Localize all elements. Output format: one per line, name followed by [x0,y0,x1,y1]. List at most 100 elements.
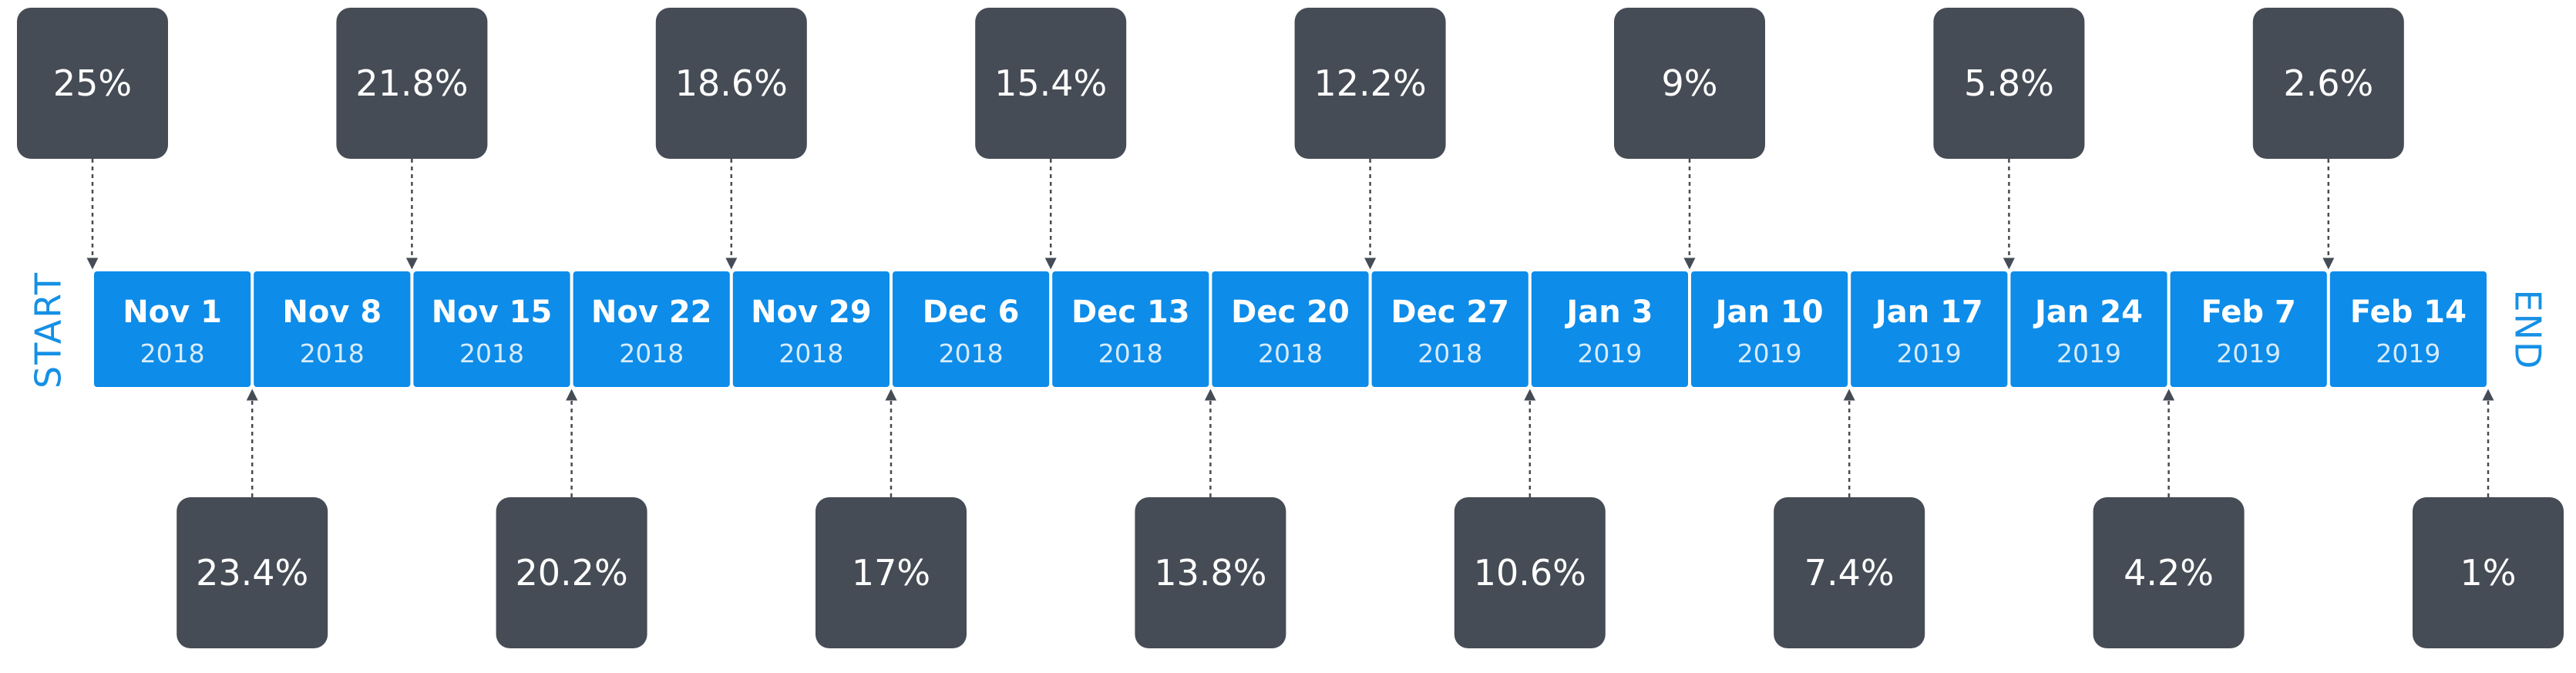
callout-value: 17% [852,552,930,594]
callout-value: 15.4% [994,62,1107,104]
segment-year: 2019 [2376,338,2440,368]
timeline-segment: Dec 6 2018 [893,271,1050,387]
callout-box [1294,8,1446,159]
callout-box [1933,8,2085,159]
callout-box [17,8,168,159]
segment-block [94,271,251,387]
segment-date: Dec 20 [1231,294,1350,330]
bottom-callout: 17% [816,497,967,648]
segment-date: Nov 8 [282,294,382,330]
segment-date: Nov 1 [123,294,222,330]
segment-date: Jan 10 [1713,294,1824,330]
segment-block [1531,271,1688,387]
callout-value: 25% [53,62,132,104]
start-label: START [28,271,69,389]
callout-value: 1% [2460,552,2517,594]
segment-block [573,271,730,387]
segment-block [254,271,411,387]
callout-value: 2.6% [2283,62,2373,104]
callout-box [177,497,328,648]
segment-year: 2018 [1258,338,1323,368]
timeline-segment: Dec 27 2018 [1371,271,1528,387]
segment-year: 2018 [779,338,843,368]
bottom-callout: 4.2% [2093,497,2245,648]
callout-value: 4.2% [2124,552,2214,594]
bottom-callout: 1% [2413,497,2564,648]
bottom-callout: 7.4% [1774,497,1925,648]
callout-value: 10.6% [1474,552,1586,594]
callout-box [336,8,488,159]
segment-year: 2018 [459,338,524,368]
segment-year: 2019 [2216,338,2281,368]
segment-block [1851,271,2008,387]
segment-date: Dec 27 [1391,294,1509,330]
segment-block [413,271,570,387]
top-callout: 9% [1614,8,1765,159]
callout-box [816,497,967,648]
timeline-segment: Feb 7 2019 [2170,271,2327,387]
callout-value: 5.8% [1964,62,2054,104]
segment-date: Jan 24 [2033,294,2143,330]
segment-date: Feb 14 [2350,294,2467,330]
segment-year: 2019 [1737,338,1802,368]
callout-box [975,8,1127,159]
callout-value: 21.8% [355,62,468,104]
callout-group: 25% 21.8% 18.6% 15.4% 12.2% 9% 5.8% 2.6% 23.4% 20… [17,8,2564,648]
timeline-segment: Dec 13 2018 [1052,271,1209,387]
segment-year: 2018 [939,338,1004,368]
segment-block [2010,271,2167,387]
timeline-segment: Dec 20 2018 [1212,271,1369,387]
timeline-segment: Jan 24 2019 [2010,271,2167,387]
segment-block [1691,271,1848,387]
segment-year: 2018 [1417,338,1482,368]
timeline-segment: Nov 1 2018 [94,271,251,387]
segment-block [1371,271,1528,387]
segment-date: Jan 3 [1564,294,1653,330]
segment-date: Feb 7 [2201,294,2296,330]
timeline-segment: Nov 29 2018 [732,271,889,387]
bottom-callout: 20.2% [496,497,647,648]
callout-value: 12.2% [1314,62,1427,104]
bottom-callout: 13.8% [1135,497,1286,648]
callout-value: 9% [1662,62,1718,104]
callout-value: 23.4% [196,552,308,594]
top-callout: 25% [17,8,168,159]
top-callout: 18.6% [655,8,807,159]
timeline-segment: Nov 15 2018 [413,271,570,387]
segment-year: 2019 [1577,338,1642,368]
segment-date: Dec 13 [1071,294,1190,330]
end-label: END [2507,290,2549,371]
bottom-callout: 23.4% [177,497,328,648]
segment-year: 2019 [2056,338,2121,368]
callout-box [1614,8,1765,159]
callout-value: 18.6% [675,62,788,104]
segment-year: 2018 [300,338,365,368]
top-callout: 15.4% [975,8,1127,159]
segment-block [1212,271,1369,387]
top-callout: 21.8% [336,8,488,159]
timeline-segment: Jan 3 2019 [1531,271,1688,387]
segment-year: 2018 [140,338,205,368]
segment-block [732,271,889,387]
timeline-segment: Nov 22 2018 [573,271,730,387]
segment-year: 2018 [619,338,684,368]
callout-value: 7.4% [1804,552,1895,594]
segment-year: 2018 [1098,338,1163,368]
connector-group [86,159,2494,497]
callout-box [1454,497,1606,648]
callout-box [1135,497,1286,648]
callout-value: 20.2% [516,552,628,594]
callout-box [2413,497,2564,648]
callout-value: 13.8% [1154,552,1266,594]
bottom-callout: 10.6% [1454,497,1606,648]
segment-block [1052,271,1209,387]
segment-date: Dec 6 [923,294,1020,330]
callout-box [655,8,807,159]
top-callout: 5.8% [1933,8,2085,159]
top-callout: 2.6% [2252,8,2404,159]
segment-date: Jan 17 [1873,294,1983,330]
callout-box [1774,497,1925,648]
segment-year: 2019 [1897,338,1962,368]
